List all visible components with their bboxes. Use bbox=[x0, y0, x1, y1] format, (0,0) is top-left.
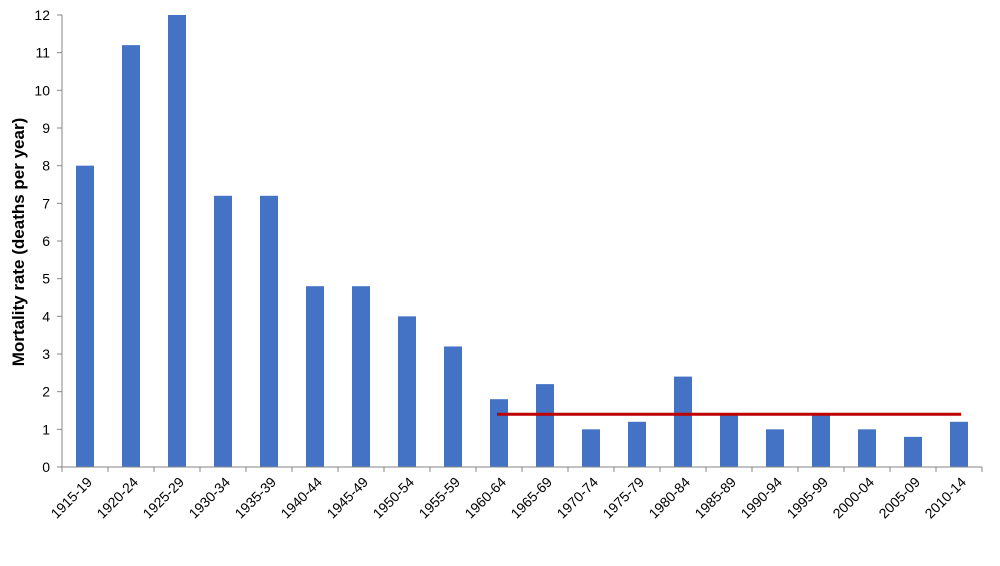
bar-1960-64 bbox=[490, 399, 508, 467]
x-tick-label: 1940-44 bbox=[277, 474, 325, 522]
y-tick-label: 12 bbox=[34, 7, 50, 23]
bar-1975-79 bbox=[628, 421, 646, 467]
y-tick-label: 5 bbox=[42, 271, 50, 287]
bar-2005-09 bbox=[904, 436, 922, 467]
y-tick-label: 10 bbox=[34, 82, 50, 98]
bars bbox=[76, 15, 968, 468]
x-tick-label: 1950-54 bbox=[369, 474, 417, 522]
y-axis-title-group: Mortality rate (deaths per year) bbox=[9, 118, 28, 366]
y-tick-label: 6 bbox=[42, 233, 50, 249]
bar-1970-74 bbox=[582, 429, 600, 467]
y-tick-label: 7 bbox=[42, 195, 50, 211]
bar-1980-84 bbox=[674, 376, 692, 467]
x-tick-label: 2010-14 bbox=[921, 474, 969, 522]
bar-1985-89 bbox=[720, 414, 738, 467]
bar-1995-99 bbox=[812, 414, 830, 467]
axes bbox=[61, 15, 982, 468]
y-tick-label: 8 bbox=[42, 158, 50, 174]
x-tick-label: 1930-34 bbox=[185, 474, 233, 522]
bar-2010-14 bbox=[950, 421, 968, 467]
y-tick-label: 3 bbox=[42, 346, 50, 362]
x-tick-label: 1960-64 bbox=[461, 474, 509, 522]
x-tick-label: 2005-09 bbox=[875, 474, 923, 522]
bar-1945-49 bbox=[352, 286, 370, 467]
bar-1950-54 bbox=[398, 316, 416, 467]
x-tick-label: 1965-69 bbox=[507, 474, 555, 522]
x-tick-label: 1920-24 bbox=[93, 474, 141, 522]
y-tick-label: 2 bbox=[42, 384, 50, 400]
x-tick-label: 1980-84 bbox=[645, 474, 693, 522]
y-tick-label: 9 bbox=[42, 120, 50, 136]
y-tick-label: 11 bbox=[35, 45, 50, 61]
bar-2000-04 bbox=[858, 429, 876, 467]
y-tick-label: 4 bbox=[42, 308, 50, 324]
x-tick-label: 1945-49 bbox=[323, 474, 371, 522]
bar-1915-19 bbox=[76, 165, 94, 467]
bar-1925-29 bbox=[168, 15, 186, 467]
x-tick-label: 1970-74 bbox=[553, 474, 601, 522]
x-tick-label: 1985-89 bbox=[691, 474, 739, 522]
bar-1990-94 bbox=[766, 429, 784, 467]
x-tick-label: 1995-99 bbox=[783, 474, 831, 522]
bar-1955-59 bbox=[444, 346, 462, 467]
bar-1965-69 bbox=[536, 384, 554, 467]
x-tick-label: 1915-19 bbox=[47, 474, 95, 522]
x-tick-label: 1925-29 bbox=[139, 474, 187, 522]
x-tick-label: 1935-39 bbox=[231, 474, 279, 522]
bar-1940-44 bbox=[306, 286, 324, 467]
y-tick-label: 0 bbox=[42, 459, 50, 475]
y-tick-label: 1 bbox=[42, 421, 50, 437]
x-tick-label: 1990-94 bbox=[737, 474, 785, 522]
bar-1930-34 bbox=[214, 195, 232, 468]
x-axis-ticks: 1915-191920-241925-291930-341935-391940-… bbox=[47, 467, 983, 522]
bar-1920-24 bbox=[122, 45, 140, 468]
x-tick-label: 1955-59 bbox=[415, 474, 463, 522]
bar-1935-39 bbox=[260, 195, 278, 468]
y-axis-title: Mortality rate (deaths per year) bbox=[9, 118, 28, 366]
x-tick-label: 2000-04 bbox=[829, 474, 877, 522]
x-tick-label: 1975-79 bbox=[599, 474, 647, 522]
